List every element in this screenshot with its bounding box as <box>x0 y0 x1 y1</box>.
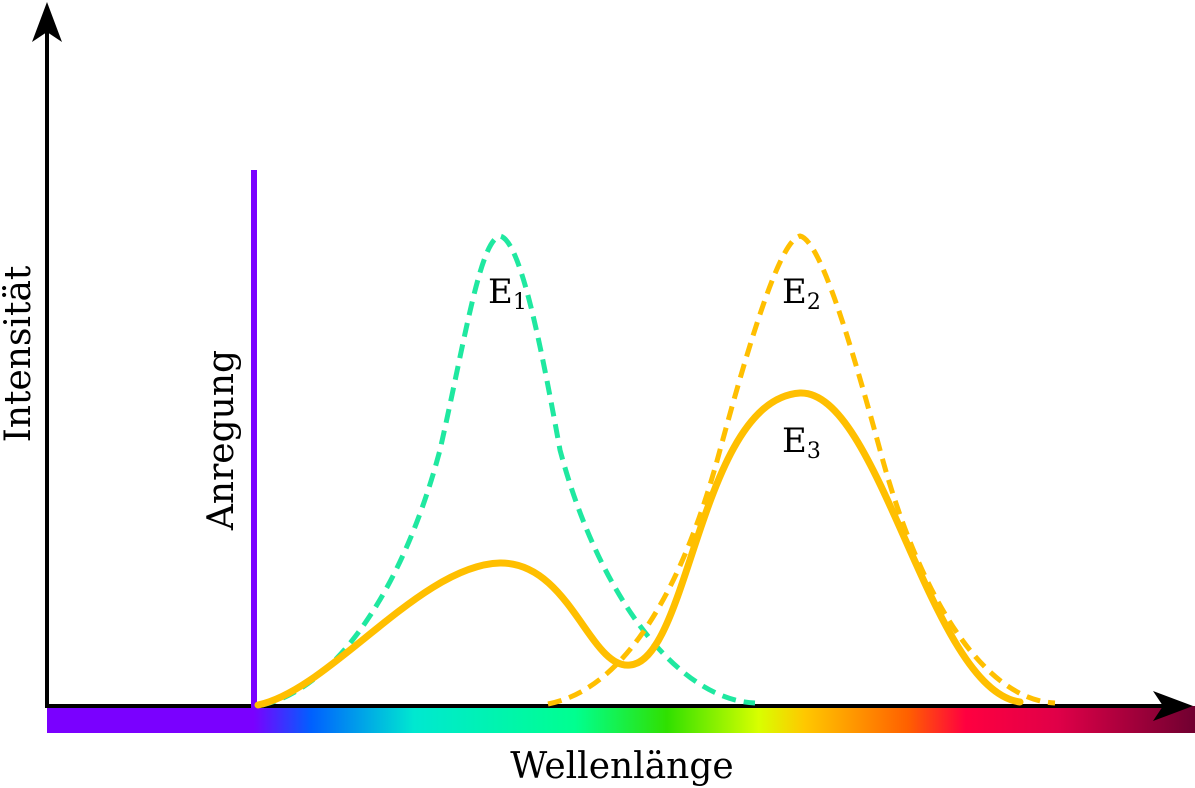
label-e3: E3 <box>782 421 821 464</box>
spectrum-band <box>47 706 1195 733</box>
label-e1-sub: 1 <box>513 290 527 315</box>
label-e2-main: E <box>782 272 807 312</box>
label-e2: E2 <box>782 272 821 315</box>
label-e1-main: E <box>488 272 513 312</box>
excitation-label: Anregung <box>201 350 242 531</box>
emission-curve-e2 <box>547 233 1056 707</box>
emission-curve-e3 <box>254 389 1024 709</box>
label-e2-sub: 2 <box>807 290 821 315</box>
y-axis-label: Intensität <box>0 265 39 442</box>
emission-curve-e1 <box>261 233 756 708</box>
y-axis-arrowhead <box>32 2 62 42</box>
x-axis-label: Wellenlänge <box>510 746 733 787</box>
label-e3-sub: 3 <box>807 439 821 464</box>
x-axis-arrowhead <box>1153 691 1193 721</box>
label-e3-main: E <box>782 421 807 461</box>
label-e1: E1 <box>488 272 527 315</box>
